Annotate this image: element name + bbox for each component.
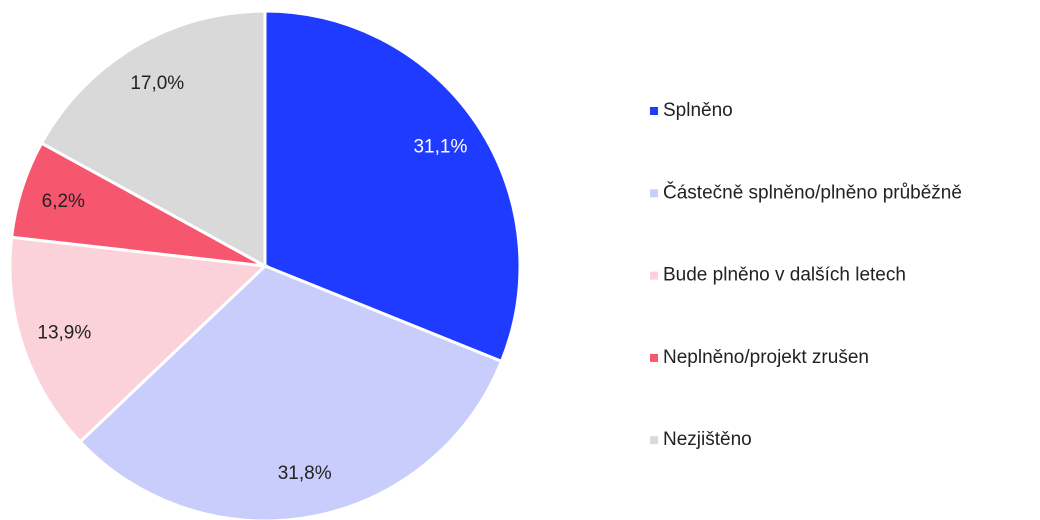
legend-swatch (650, 271, 658, 280)
pie-slice (78, 264, 504, 520)
data-label: 6,2% (42, 191, 85, 212)
legend-label: Splněno (663, 100, 733, 121)
legend-label: Neplněno/projekt zrušen (663, 347, 869, 368)
legend-swatch (650, 436, 658, 445)
data-label: 17,0% (130, 73, 184, 94)
legend-label: Nezjištěno (663, 429, 752, 450)
data-label: 31,1% (413, 137, 467, 158)
legend-swatch (650, 107, 658, 115)
legend-label: Bude plněno v dalších letech (663, 265, 906, 286)
pie-slice (39, 9, 267, 269)
pie-slice (8, 235, 269, 444)
legend-swatch (650, 189, 658, 198)
legend-label: Částečně splněno/plněno průběžně (663, 181, 962, 203)
data-label: 31,8% (278, 463, 332, 484)
pie-slice (263, 9, 522, 364)
legend-swatch (650, 353, 658, 362)
data-label: 13,9% (37, 322, 91, 343)
